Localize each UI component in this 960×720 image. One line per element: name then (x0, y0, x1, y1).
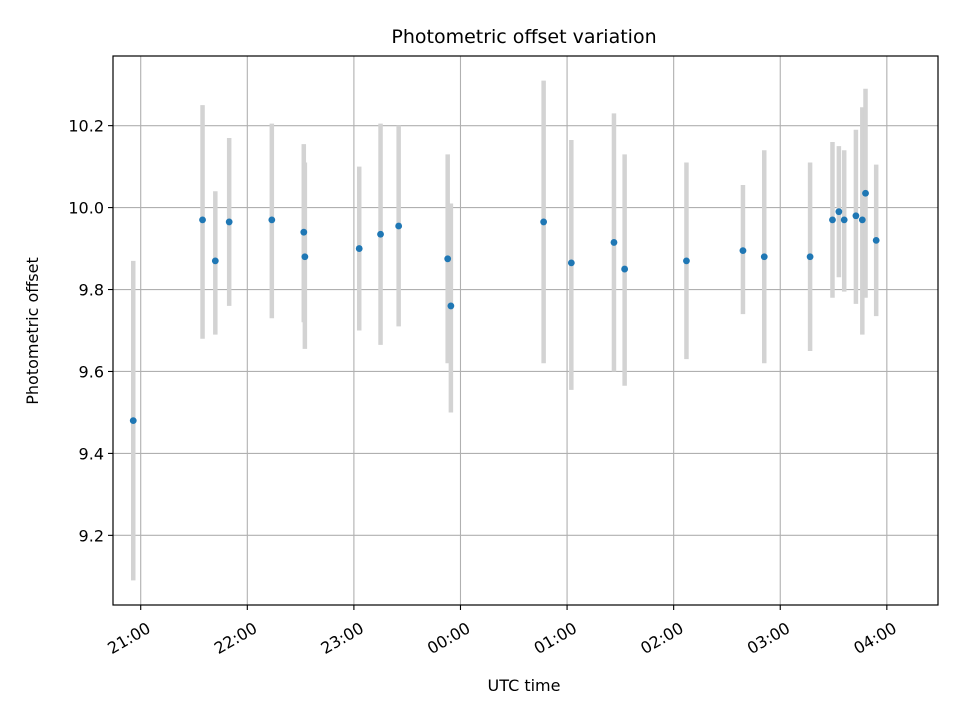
x-tick-label: 03:00 (744, 618, 793, 658)
data-point (806, 253, 814, 261)
y-tick-label: 9.8 (79, 281, 104, 300)
data-point (621, 265, 629, 273)
error-bars (131, 80, 879, 581)
data-point (300, 228, 308, 236)
data-point (610, 239, 618, 246)
data-point (377, 230, 384, 238)
data-point (852, 212, 860, 220)
data-point (540, 218, 548, 226)
data-point (567, 259, 575, 267)
data-point (225, 218, 233, 226)
x-tick-label: 00:00 (424, 618, 473, 658)
y-tick-label: 9.6 (79, 362, 104, 381)
data-point (355, 245, 363, 252)
data-point (872, 236, 880, 244)
data-point (199, 216, 206, 224)
data-point (301, 253, 309, 261)
data-point (835, 208, 843, 216)
data-point (829, 216, 836, 224)
x-axis-label: UTC time (488, 676, 561, 695)
x-tick-label: 21:00 (104, 618, 153, 658)
plot-frame (112, 55, 939, 606)
x-tick-label: 01:00 (531, 618, 580, 658)
y-tick-label: 9.4 (79, 444, 104, 463)
data-point (862, 189, 869, 197)
x-tick-label: 22:00 (211, 618, 260, 658)
data-point (858, 216, 866, 224)
y-tick-label: 9.2 (79, 526, 104, 545)
x-tick-label: 04:00 (850, 618, 899, 658)
y-tick-label: 10.2 (68, 117, 104, 136)
data-point (840, 216, 848, 224)
x-tick-label: 02:00 (637, 618, 686, 658)
x-axis-ticks: 21:00 22:00 23:00 00:00 01:00 02:00 03:00 04:00 (104, 605, 900, 658)
y-axis-label: Photometric offset (23, 257, 42, 405)
data-point (268, 216, 276, 224)
data-point (129, 417, 137, 425)
data-point (739, 247, 747, 255)
gridlines (113, 56, 938, 605)
data-point (683, 257, 690, 265)
data-point (211, 257, 219, 265)
data-point (760, 253, 768, 261)
chart-title: Photometric offset variation (391, 26, 656, 48)
data-point (447, 302, 455, 310)
y-axis-ticks: 9.2 9.4 9.6 9.8 10.0 10.2 (68, 117, 113, 545)
data-point (395, 222, 403, 230)
y-tick-label: 10.0 (68, 199, 104, 218)
data-point (444, 255, 452, 263)
data-points (129, 189, 880, 425)
x-tick-label: 23:00 (317, 618, 366, 658)
